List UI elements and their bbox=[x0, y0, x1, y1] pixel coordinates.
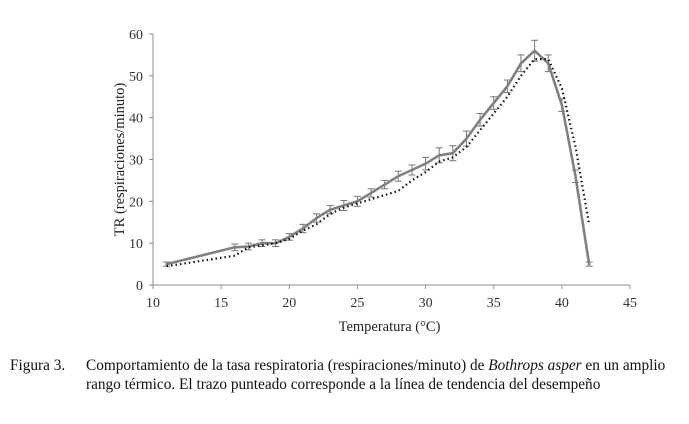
y-tick-label: 50 bbox=[129, 70, 143, 85]
caption-text-start: Comportamiento de la tasa respiratoria (… bbox=[86, 357, 489, 374]
y-tick-label: 40 bbox=[129, 112, 143, 127]
figure-caption: Figura 3. Comportamiento de la tasa resp… bbox=[10, 356, 682, 394]
x-tick-label: 15 bbox=[214, 296, 228, 311]
caption-text-end: en bbox=[581, 357, 600, 374]
y-tick-label: 10 bbox=[129, 237, 143, 252]
caption-label: Figura 3. bbox=[10, 357, 66, 374]
y-tick-label: 0 bbox=[136, 279, 143, 294]
caption-text: Comportamiento de la tasa respiratoria (… bbox=[86, 356, 682, 394]
x-tick-label: 40 bbox=[555, 296, 569, 311]
y-tick-label: 60 bbox=[129, 28, 143, 43]
x-tick-label: 20 bbox=[282, 296, 296, 311]
x-tick-label: 35 bbox=[487, 296, 501, 311]
y-tick-label: 20 bbox=[129, 195, 143, 210]
y-axis-title: TR (respiraciones/minuto) bbox=[112, 83, 128, 237]
x-tick-label: 25 bbox=[350, 296, 364, 311]
y-tick-label: 30 bbox=[129, 154, 143, 169]
x-tick-label: 30 bbox=[419, 296, 433, 311]
x-axis-title: Temperatura (°C) bbox=[339, 319, 441, 335]
chart: 10 15 20 25 30 35 40 450102030405060Temperatura… bbox=[112, 28, 637, 335]
caption-text-rest: un amplio rango térmico. El trazo puntea… bbox=[86, 357, 666, 393]
x-tick-label: 45 bbox=[623, 296, 637, 311]
caption-species: Bothrops asper bbox=[488, 357, 582, 374]
respiratory-rate-line bbox=[165, 49, 591, 266]
x-tick-label: 10 bbox=[146, 296, 160, 311]
trend-line-dotted bbox=[166, 57, 591, 268]
